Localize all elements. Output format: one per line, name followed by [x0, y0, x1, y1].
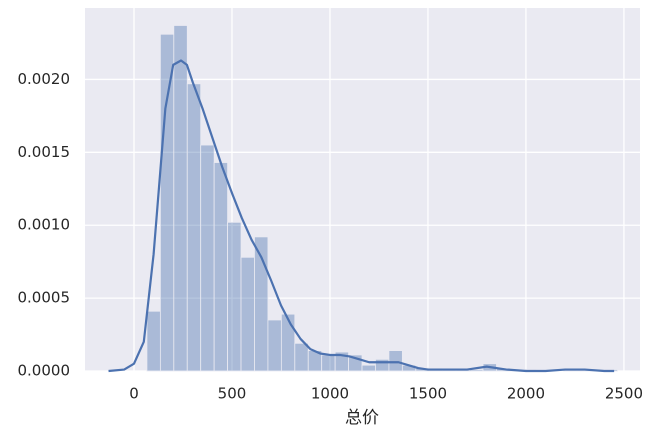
bar [173, 25, 188, 372]
x-axis-label: 总价 [345, 408, 379, 428]
x-tick-label: 0 [129, 385, 139, 403]
x-tick-label: 500 [218, 385, 247, 403]
y-tick-label: 0.0000 [18, 362, 71, 380]
y-tick-label: 0.0005 [18, 289, 71, 307]
plot-area [85, 8, 640, 371]
bar [159, 33, 175, 372]
bar [361, 364, 376, 372]
kde-line [108, 59, 615, 373]
bar [280, 313, 296, 372]
bar [267, 319, 282, 372]
x-tick-label: 1500 [409, 385, 447, 403]
bar [213, 162, 228, 372]
bar [321, 354, 336, 372]
bar [200, 144, 215, 372]
y-tick-label: 0.0010 [18, 216, 71, 234]
bar [254, 236, 269, 372]
y-tick-label: 0.0015 [18, 143, 71, 161]
bar [146, 310, 161, 372]
x-tick-label: 1000 [311, 385, 349, 403]
bar [294, 342, 309, 372]
x-tick-label: 2500 [605, 385, 643, 403]
bar [388, 350, 403, 372]
x-tick-label: 2000 [507, 385, 545, 403]
bar [227, 221, 242, 372]
y-tick-label: 0.0020 [18, 70, 71, 88]
bar [375, 358, 390, 372]
bar [186, 83, 202, 372]
bar [240, 256, 255, 372]
